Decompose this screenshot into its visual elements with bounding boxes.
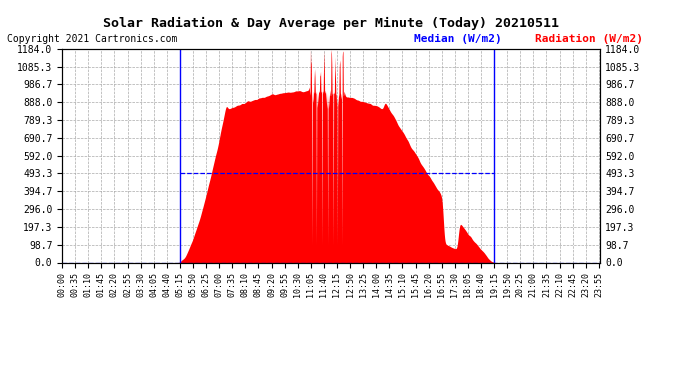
Text: Median (W/m2): Median (W/m2): [414, 34, 502, 44]
Text: Solar Radiation & Day Average per Minute (Today) 20210511: Solar Radiation & Day Average per Minute…: [104, 17, 559, 30]
Text: Copyright 2021 Cartronics.com: Copyright 2021 Cartronics.com: [7, 34, 177, 44]
Text: Radiation (W/m2): Radiation (W/m2): [535, 34, 643, 44]
